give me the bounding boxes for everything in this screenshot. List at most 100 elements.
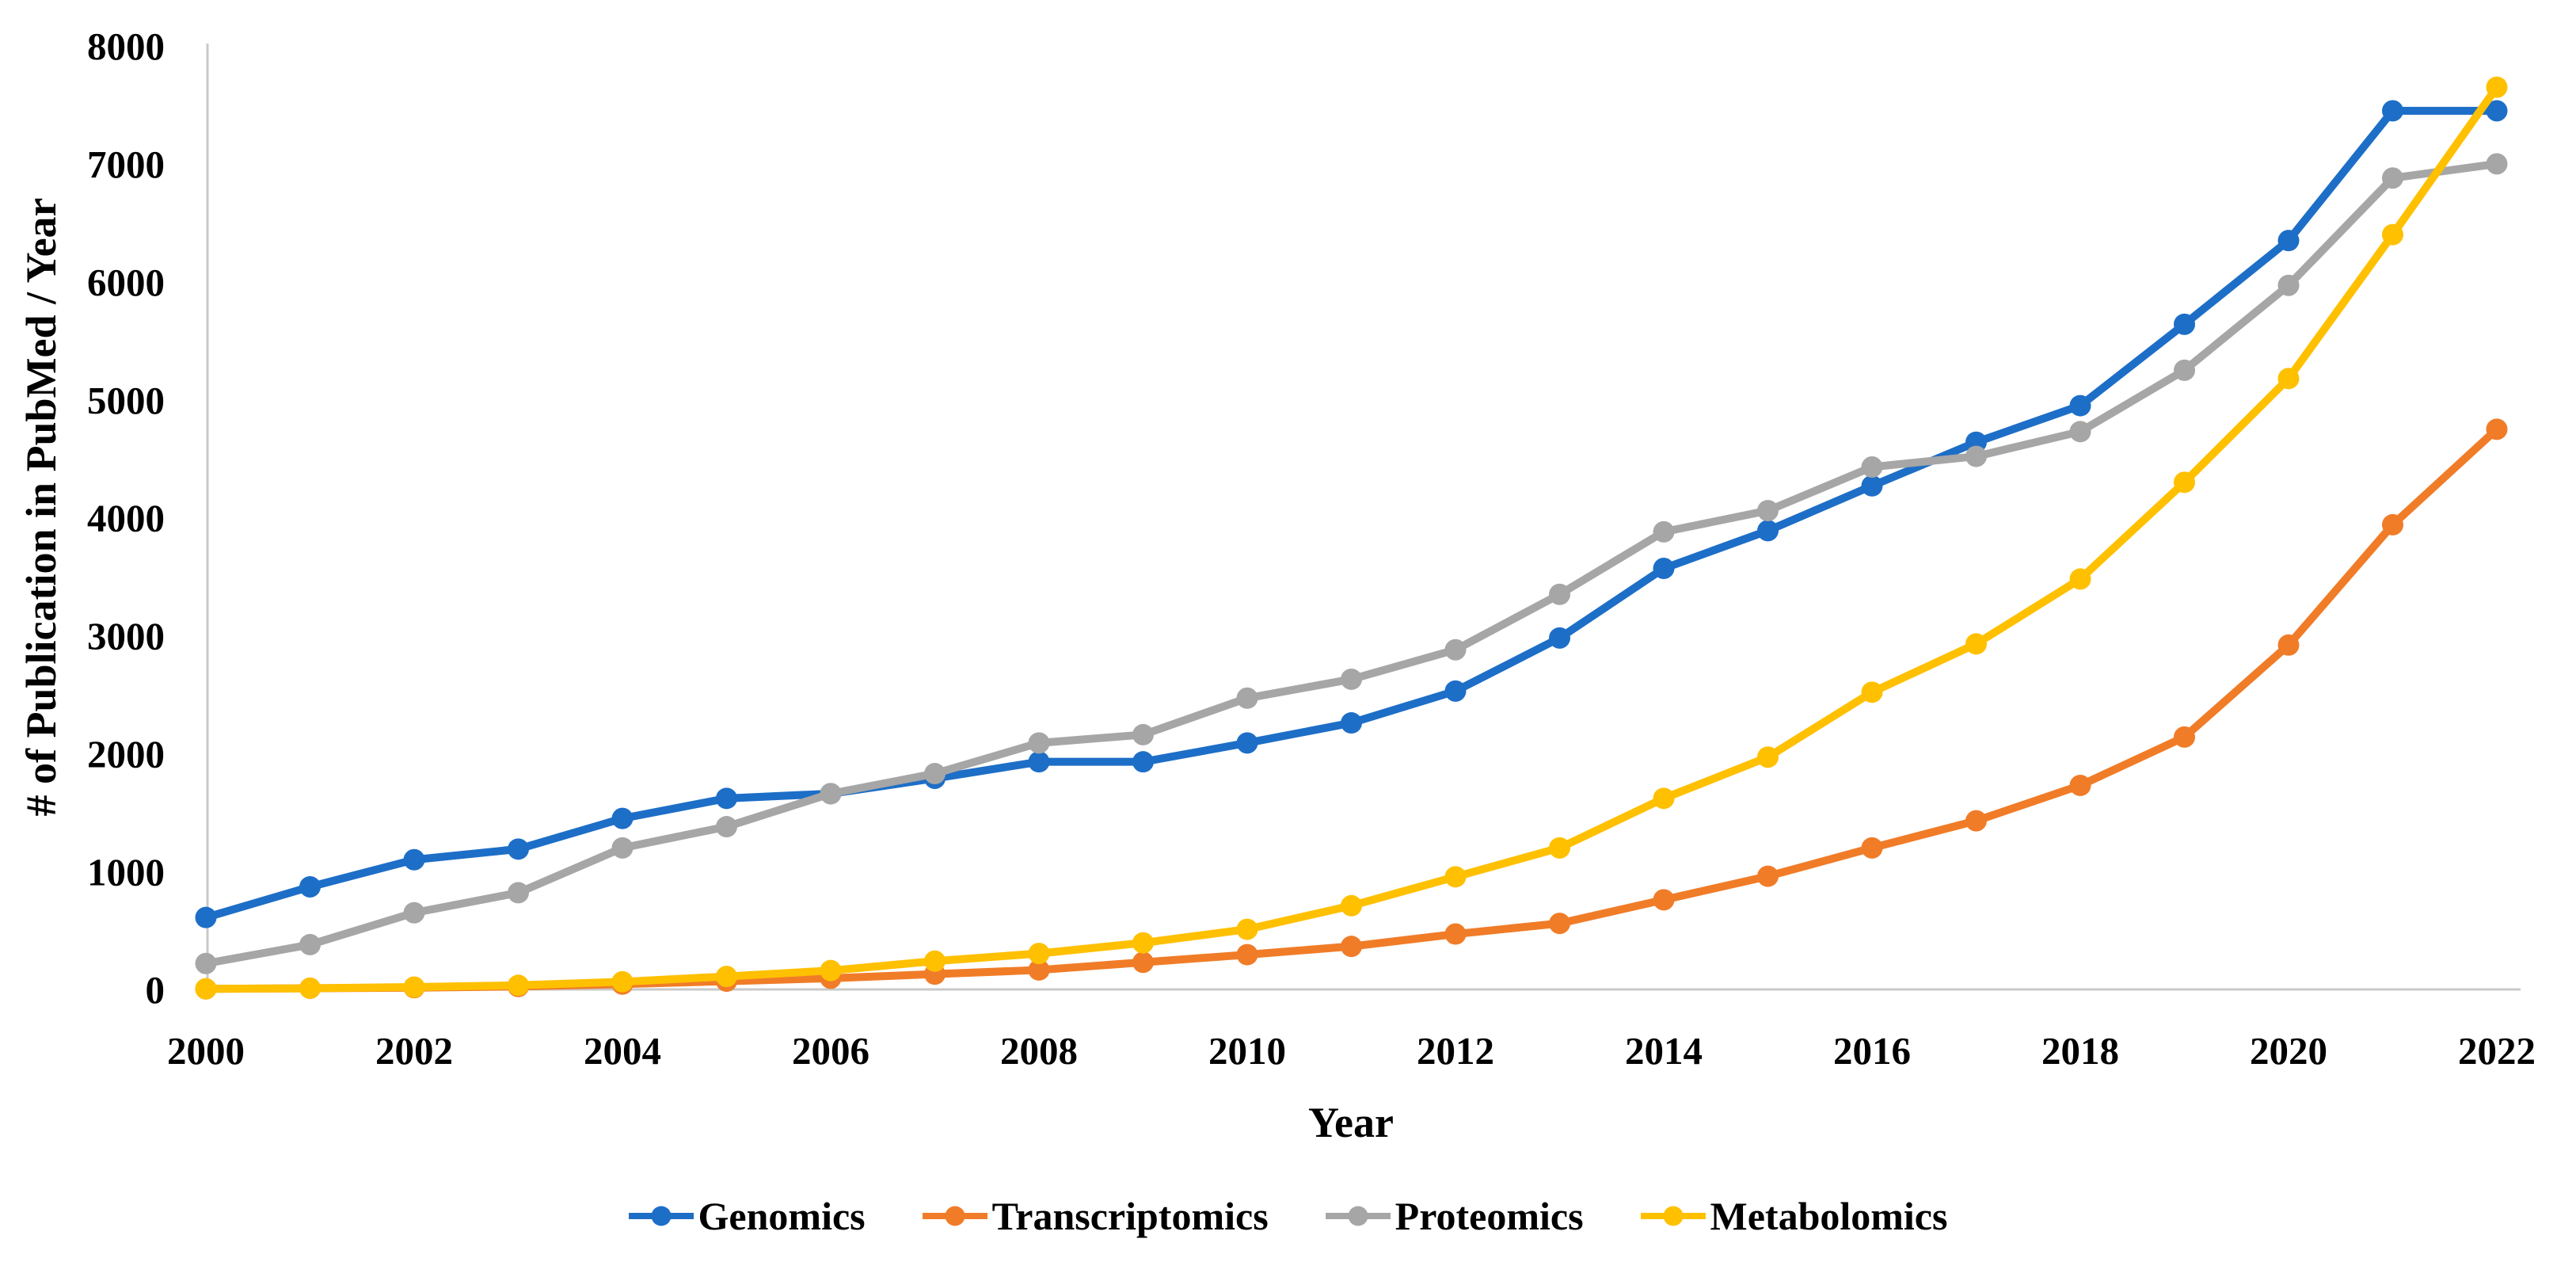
data-point-metabolomics xyxy=(611,970,634,993)
data-point-metabolomics xyxy=(1132,932,1154,954)
data-point-transcriptomics xyxy=(2069,774,2091,796)
series-line-metabolomics xyxy=(202,83,2501,993)
data-point-proteomics xyxy=(403,902,425,924)
data-point-genomics xyxy=(1236,732,1258,754)
y-tick-label: 3000 xyxy=(87,615,165,658)
data-point-transcriptomics xyxy=(1444,923,1467,945)
data-point-genomics xyxy=(1549,627,1570,649)
data-point-metabolomics xyxy=(716,966,737,988)
data-point-genomics xyxy=(2069,395,2091,417)
data-point-genomics xyxy=(2174,313,2195,335)
y-axis-title: # of Publication in PubMed / Year xyxy=(17,197,65,817)
data-point-proteomics xyxy=(1028,732,1050,754)
data-point-proteomics xyxy=(820,783,842,805)
data-point-metabolomics xyxy=(195,978,217,1000)
data-point-proteomics xyxy=(195,952,217,974)
data-point-transcriptomics xyxy=(1965,810,1987,832)
x-tick-label: 2014 xyxy=(1625,1029,1703,1073)
legend-item-metabolomics: Metabolomics xyxy=(1640,1193,1948,1239)
data-point-transcriptomics xyxy=(1653,889,1675,911)
data-point-metabolomics xyxy=(2486,76,2508,98)
data-point-genomics xyxy=(403,848,425,871)
data-point-transcriptomics xyxy=(1861,837,1883,859)
x-tick-label: 2004 xyxy=(584,1029,661,1073)
data-point-proteomics xyxy=(611,837,634,859)
data-point-genomics xyxy=(1757,520,1779,542)
x-tick-label: 2006 xyxy=(792,1029,869,1073)
y-tick-label: 5000 xyxy=(87,379,165,422)
data-point-proteomics xyxy=(1861,456,1883,478)
data-point-metabolomics xyxy=(1444,866,1467,888)
y-tick-label: 7000 xyxy=(87,143,165,186)
data-point-proteomics xyxy=(2486,153,2508,175)
data-point-metabolomics xyxy=(2069,568,2091,590)
data-point-transcriptomics xyxy=(2486,418,2508,440)
data-point-proteomics xyxy=(299,933,321,955)
data-point-transcriptomics xyxy=(1757,865,1779,887)
data-point-metabolomics xyxy=(1341,894,1362,917)
data-point-genomics xyxy=(1132,751,1154,773)
data-point-proteomics xyxy=(2277,274,2300,296)
data-point-metabolomics xyxy=(1653,787,1675,810)
y-tick-label: 8000 xyxy=(87,25,165,68)
legend-marker-icon xyxy=(1640,1206,1706,1226)
data-point-proteomics xyxy=(1341,668,1362,690)
data-point-proteomics xyxy=(924,763,946,785)
data-point-genomics xyxy=(716,787,737,810)
legend: Genomics Transcriptomics Proteomics Metabol… xyxy=(628,1193,1948,1239)
x-tick-label: 2020 xyxy=(2250,1029,2327,1073)
y-tick-label: 4000 xyxy=(87,497,165,540)
legend-marker-icon xyxy=(628,1206,694,1226)
data-point-metabolomics xyxy=(1965,633,1987,655)
data-point-genomics xyxy=(2486,100,2508,122)
legend-item-genomics: Genomics xyxy=(628,1193,866,1239)
data-point-metabolomics xyxy=(924,950,946,972)
data-point-genomics xyxy=(2382,100,2403,122)
data-point-proteomics xyxy=(1132,723,1154,745)
y-tick-label: 2000 xyxy=(87,732,165,776)
data-point-metabolomics xyxy=(299,978,321,1000)
data-point-metabolomics xyxy=(2174,471,2195,494)
x-tick-label: 2000 xyxy=(167,1029,245,1073)
data-point-proteomics xyxy=(1965,445,1987,467)
legend-item-proteomics: Proteomics xyxy=(1325,1193,1584,1239)
data-point-transcriptomics xyxy=(1132,951,1154,974)
data-point-genomics xyxy=(611,807,634,829)
legend-marker-icon xyxy=(922,1206,987,1226)
data-point-metabolomics xyxy=(2382,223,2403,246)
data-point-transcriptomics xyxy=(1549,913,1570,935)
data-point-transcriptomics xyxy=(2382,513,2403,536)
data-point-proteomics xyxy=(716,816,737,838)
y-tick-label: 6000 xyxy=(87,261,165,304)
data-point-genomics xyxy=(1444,680,1467,702)
x-tick-label: 2008 xyxy=(1000,1029,1078,1073)
legend-label: Metabolomics xyxy=(1710,1194,1948,1238)
x-tick-label: 2016 xyxy=(1833,1029,1911,1073)
data-point-metabolomics xyxy=(1861,681,1883,703)
x-axis-title: Year xyxy=(1308,1099,1394,1146)
legend-label: Genomics xyxy=(698,1194,866,1238)
data-point-transcriptomics xyxy=(1028,959,1050,981)
data-point-metabolomics xyxy=(820,959,842,982)
data-point-proteomics xyxy=(1653,520,1675,543)
legend-label: Proteomics xyxy=(1395,1194,1584,1238)
data-point-transcriptomics xyxy=(1236,943,1258,966)
data-point-genomics xyxy=(299,875,321,898)
data-point-metabolomics xyxy=(403,976,425,998)
data-point-proteomics xyxy=(1549,583,1570,605)
x-tick-label: 2012 xyxy=(1417,1029,1494,1073)
data-point-genomics xyxy=(1341,712,1362,734)
y-tick-label: 0 xyxy=(146,968,166,1012)
data-point-proteomics xyxy=(2174,359,2195,381)
x-tick-label: 2010 xyxy=(1208,1029,1286,1073)
data-point-metabolomics xyxy=(1549,837,1570,859)
data-point-genomics xyxy=(508,838,529,860)
data-point-genomics xyxy=(2277,230,2300,252)
data-point-proteomics xyxy=(1757,500,1779,522)
data-point-transcriptomics xyxy=(2174,726,2195,748)
legend-item-transcriptomics: Transcriptomics xyxy=(922,1193,1269,1239)
legend-label: Transcriptomics xyxy=(991,1194,1269,1238)
data-point-proteomics xyxy=(508,882,529,904)
data-point-proteomics xyxy=(2069,421,2091,443)
